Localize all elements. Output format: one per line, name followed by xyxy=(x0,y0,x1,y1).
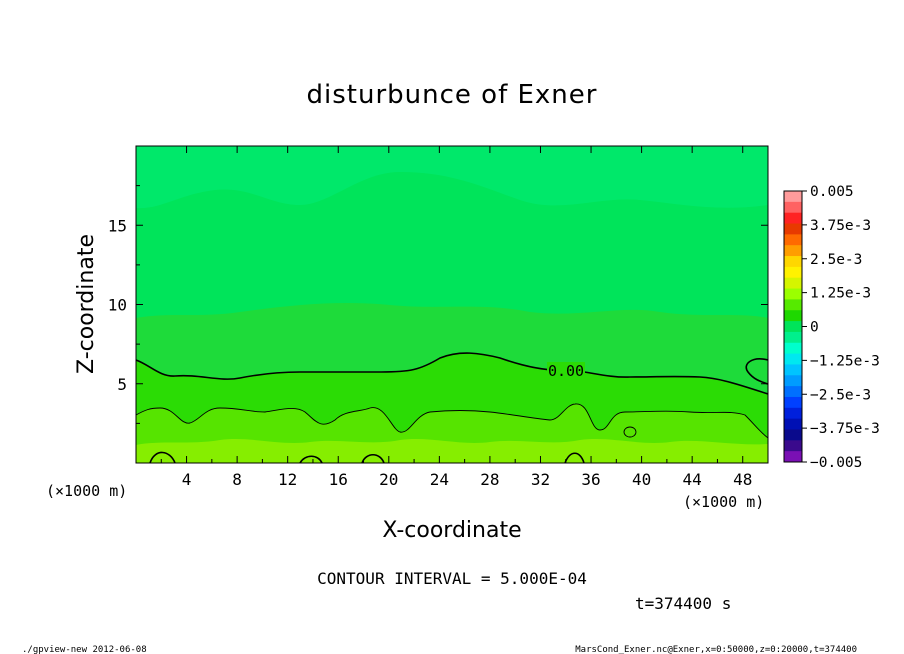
footer-right: MarsCond_Exner.nc@Exner,x=0:50000,z=0:20… xyxy=(575,645,857,654)
colorbar-swatch xyxy=(784,212,802,225)
x-tick-label: 48 xyxy=(733,470,752,489)
colorbar-swatch xyxy=(784,256,802,268)
colorbar-swatch xyxy=(784,418,802,430)
colorbar: 0.005 3.75e-3 2.5e-3 1.25e-3 0 −1.25e-3 −2.5e-… xyxy=(783,184,880,471)
x-tick-label: 20 xyxy=(379,470,398,489)
colorbar-swatch xyxy=(784,266,802,279)
y-axis-ticks: 5 10 15 xyxy=(108,185,768,424)
x-axis-ticks: 4 8 12 16 20 24 28 32 36 40 44 48 xyxy=(160,146,752,489)
colorbar-swatch xyxy=(784,429,802,441)
colorbar-swatch xyxy=(784,375,802,387)
fill-band-lowest xyxy=(136,439,768,463)
colorbar-swatch xyxy=(784,310,802,322)
colorbar-swatch xyxy=(784,299,802,311)
colorbar-swatch xyxy=(784,396,802,409)
y-tick-label: 15 xyxy=(108,216,127,235)
colorbar-swatch xyxy=(784,440,802,452)
zero-contour-bulge xyxy=(745,358,768,385)
x-tick-label: 28 xyxy=(480,470,499,489)
x-tick-label: 32 xyxy=(531,470,550,489)
colorbar-labels: 0.005 3.75e-3 2.5e-3 1.25e-3 0 −1.25e-3 −2.5e-… xyxy=(802,184,880,471)
chart-title: disturbunce of Exner xyxy=(307,80,598,110)
y-unit-label: (×1000 m) xyxy=(46,482,127,500)
colorbar-label: 0 xyxy=(810,320,819,336)
contour-label: 0.00 xyxy=(548,362,584,380)
colorbar-swatch xyxy=(784,407,802,420)
colorbar-label: 0.005 xyxy=(810,184,854,200)
contour-label-box: 0.00 xyxy=(547,362,585,380)
colorbar-label: −2.5e-3 xyxy=(810,387,871,403)
colorbar-swatch xyxy=(784,288,802,300)
colorbar-label: −3.75e-3 xyxy=(810,421,880,437)
colorbar-swatch xyxy=(784,321,802,333)
colorbar-label: 1.25e-3 xyxy=(810,286,871,302)
contour-interval-text: CONTOUR INTERVAL = 5.000E-04 xyxy=(317,569,587,588)
colorbar-label: 2.5e-3 xyxy=(810,252,862,268)
time-text: t=374400 s xyxy=(635,594,731,613)
colorbar-swatch xyxy=(784,201,802,214)
y-tick-label: 10 xyxy=(108,296,127,315)
x-tick-label: 16 xyxy=(329,470,348,489)
colorbar-swatch xyxy=(784,364,802,376)
colorbar-swatch xyxy=(784,353,802,365)
colorbar-swatch xyxy=(784,331,802,344)
lower-contour-line xyxy=(136,403,768,439)
colorbar-swatch xyxy=(784,191,802,203)
colorbar-swatch xyxy=(784,234,802,246)
footer-left: ./gpview-new 2012-06-08 xyxy=(22,645,147,654)
y-tick-label: 5 xyxy=(117,375,127,394)
x-tick-label: 8 xyxy=(232,470,242,489)
colorbar-swatch xyxy=(784,386,802,398)
x-tick-label: 40 xyxy=(632,470,651,489)
x-tick-label: 24 xyxy=(430,470,449,489)
bottom-contour-loops xyxy=(149,451,585,463)
colorbar-swatch xyxy=(784,245,802,257)
colorbar-label: −0.005 xyxy=(810,455,862,471)
fill-band-top xyxy=(136,146,768,209)
x-unit-label: (×1000 m) xyxy=(683,493,764,511)
y-axis-title: Z-coordinate xyxy=(74,234,99,374)
zero-contour-line xyxy=(136,352,768,395)
colorbar-swatch xyxy=(784,342,802,355)
small-contour-loop xyxy=(623,426,637,438)
x-axis-title: X-coordinate xyxy=(382,518,521,543)
x-tick-label: 44 xyxy=(683,470,702,489)
x-tick-label: 36 xyxy=(581,470,600,489)
x-tick-label: 12 xyxy=(278,470,297,489)
x-tick-label: 4 xyxy=(182,470,192,489)
colorbar-swatch xyxy=(784,223,802,235)
colorbar-label: 3.75e-3 xyxy=(810,218,871,234)
colorbar-label: −1.25e-3 xyxy=(810,353,880,369)
colorbar-swatch xyxy=(784,277,802,290)
colorbar-swatches xyxy=(784,191,802,463)
colorbar-swatch xyxy=(784,451,802,463)
